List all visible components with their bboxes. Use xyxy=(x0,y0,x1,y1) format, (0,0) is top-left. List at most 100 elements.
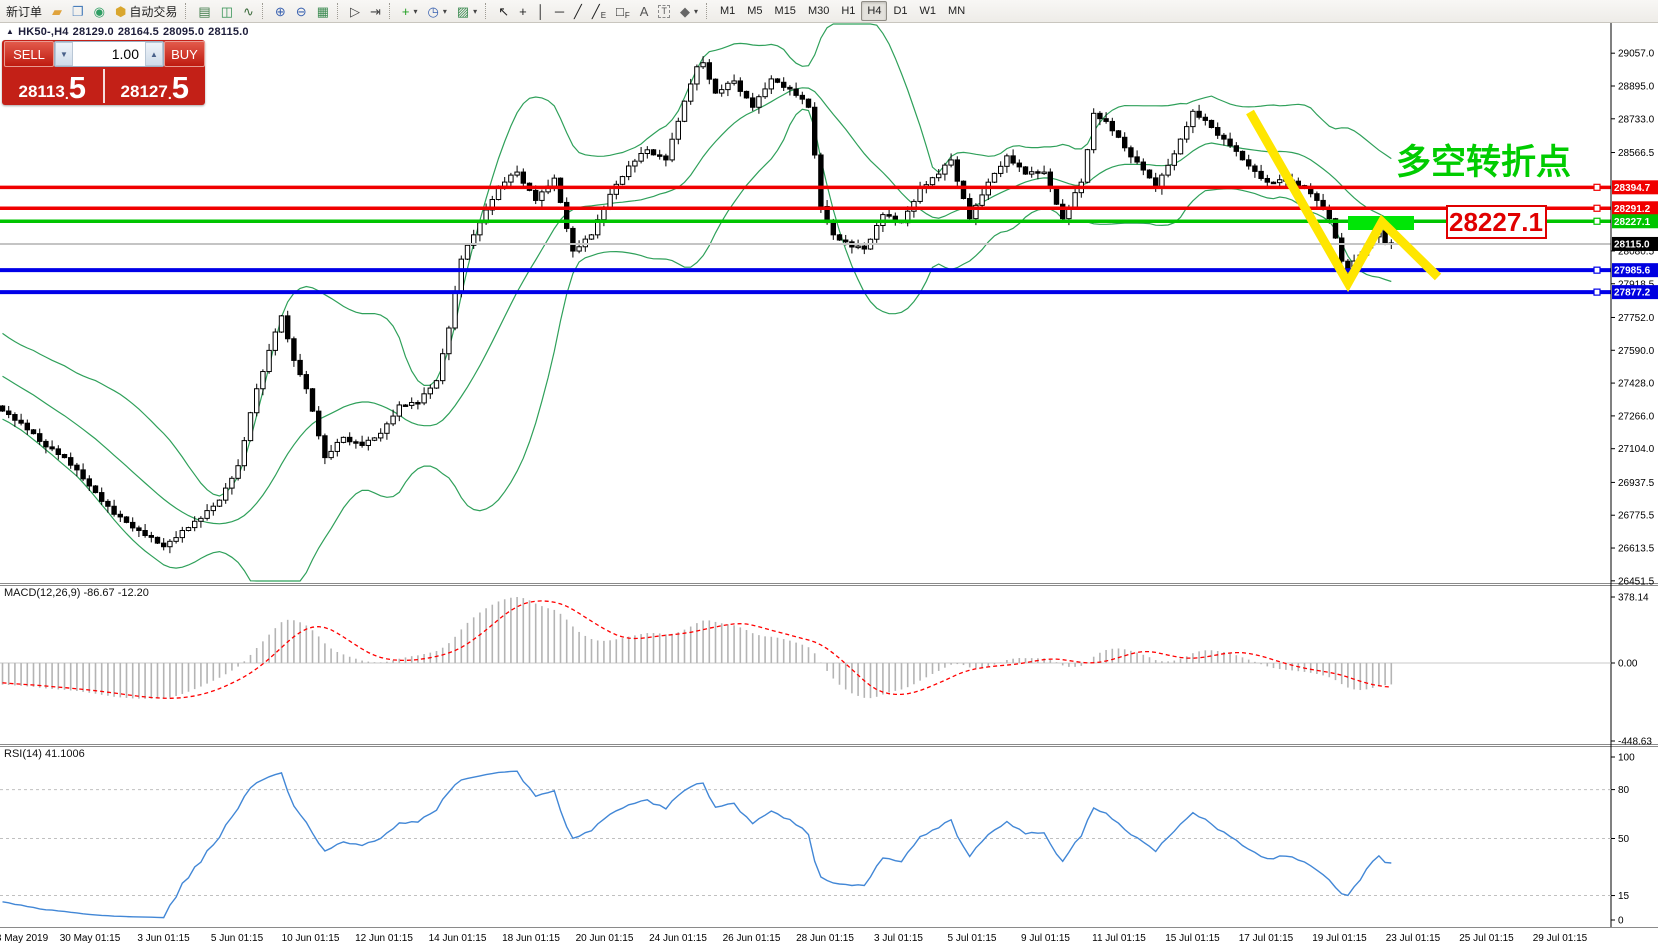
price-tag[interactable] xyxy=(1612,180,1658,195)
candle-body xyxy=(644,149,650,155)
dropdown-arrow-icon[interactable]: ▾ xyxy=(442,6,447,16)
new-chart-button[interactable]: ❐ xyxy=(67,1,89,21)
candle-body xyxy=(1022,166,1029,175)
price-tag[interactable] xyxy=(1612,236,1658,251)
candle-body xyxy=(303,374,310,390)
one-click-trading-panel: SELL ▼ 1.00 ▲ BUY 28113. 5 28127. 5 xyxy=(2,40,205,105)
fibo-fan-button[interactable]: □ F xyxy=(611,1,635,21)
line-handle[interactable] xyxy=(1593,217,1601,225)
fibo-retracement-icon: ╱ xyxy=(591,3,600,19)
line-handle[interactable] xyxy=(1593,288,1601,296)
line-chart-button[interactable]: ∿ xyxy=(238,1,259,21)
tile-windows-button[interactable]: ▦ xyxy=(312,1,334,21)
candle-body xyxy=(1177,138,1184,155)
candle-body xyxy=(247,412,254,442)
candlestick-chart-button[interactable]: ◫ xyxy=(216,1,238,21)
buy-button[interactable]: BUY xyxy=(164,41,205,67)
eraser-tool-button[interactable]: ▰ xyxy=(47,1,67,21)
price-tag[interactable] xyxy=(1612,214,1658,229)
candle-body xyxy=(570,227,576,252)
price-tag[interactable] xyxy=(1612,201,1658,216)
line-handle[interactable] xyxy=(1593,266,1601,274)
turning-point-text[interactable]: 多空转折点 xyxy=(1395,142,1571,182)
new-order-button[interactable]: 新订单 xyxy=(1,1,47,21)
timeframe-w1-button[interactable]: W1 xyxy=(914,1,943,21)
trend-arrow-annotation[interactable] xyxy=(1246,109,1442,293)
candle-body xyxy=(316,410,322,437)
candle-body xyxy=(663,155,669,161)
periods-button[interactable]: ◷ ▾ xyxy=(423,1,452,21)
trendline-button[interactable]: ╱ xyxy=(569,1,587,21)
candle-body xyxy=(1140,161,1146,171)
crosshair-button[interactable]: + xyxy=(514,1,532,21)
candle-body xyxy=(1084,149,1091,183)
timeframe-mn-button[interactable]: MN xyxy=(942,1,971,21)
bar-chart-button[interactable]: ▤ xyxy=(193,1,215,21)
autotrade-button[interactable]: ⬢ 自动交易 xyxy=(110,1,182,21)
candle-body xyxy=(1041,171,1047,175)
candle-body xyxy=(92,485,99,494)
cursor-button[interactable]: ↖ xyxy=(493,1,514,21)
label-tool-button[interactable]: T xyxy=(653,1,675,21)
timeframe-h4-button[interactable]: H4 xyxy=(861,1,888,21)
rsi-tick-label: 15 xyxy=(1618,891,1630,902)
timeframe-m30-button[interactable]: M30 xyxy=(802,1,835,21)
candle-body xyxy=(223,487,229,501)
candle-body xyxy=(241,440,248,467)
timeframe-m1-label: M1 xyxy=(719,5,736,17)
candle-body xyxy=(626,165,632,178)
text-tool-button[interactable]: A xyxy=(635,1,654,21)
sell-button[interactable]: SELL xyxy=(4,41,54,67)
timeframe-d1-button[interactable]: D1 xyxy=(887,1,913,21)
timeframe-h1-button[interactable]: H1 xyxy=(835,1,861,21)
time-axis-label: 12 Jun 01:15 xyxy=(355,933,413,944)
fibo-retracement-button[interactable]: ╱ E xyxy=(587,1,611,21)
alerts-button[interactable]: ◉ xyxy=(89,1,110,21)
candle-body xyxy=(353,441,359,444)
ohlc-low: 28095.0 xyxy=(162,26,205,38)
chart-shift-button[interactable]: ⇥ xyxy=(365,1,386,21)
sell-price[interactable]: 28113. 5 xyxy=(2,67,103,105)
indicators-button[interactable]: + ▾ xyxy=(397,1,423,21)
timeframe-m5-button[interactable]: M5 xyxy=(741,1,768,21)
price-tick-label: 28080.5 xyxy=(1618,246,1655,257)
candle-body xyxy=(619,176,626,185)
candle-body xyxy=(297,359,303,376)
candle-body xyxy=(768,78,774,90)
buy-price[interactable]: 28127. 5 xyxy=(105,67,206,105)
candle-body xyxy=(260,371,266,390)
macd-tick-label: 378.14 xyxy=(1618,593,1649,604)
volume-decrease-button[interactable]: ▼ xyxy=(55,42,73,66)
zoom-in-button[interactable]: ⊕ xyxy=(270,1,291,21)
candle-body xyxy=(378,432,384,439)
dropdown-arrow-icon[interactable]: ▾ xyxy=(473,6,478,16)
auto-scroll-button[interactable]: ▷ xyxy=(345,1,365,21)
dropdown-arrow-icon[interactable]: ▾ xyxy=(693,6,698,16)
candle-body xyxy=(24,422,31,431)
line-handle[interactable] xyxy=(1593,183,1601,191)
vertical-line-button[interactable]: │ xyxy=(532,1,550,21)
candle-body xyxy=(1047,171,1053,188)
dropdown-arrow-icon[interactable]: ▾ xyxy=(413,6,418,16)
templates-button[interactable]: ▨ ▾ xyxy=(452,1,482,21)
candle-body xyxy=(272,331,279,351)
shapes-button[interactable]: ◆ ▾ xyxy=(675,1,703,21)
price-callout-box[interactable] xyxy=(1446,205,1547,239)
timeframe-m15-button[interactable]: M15 xyxy=(769,1,802,21)
time-axis-label: 17 Jul 01:15 xyxy=(1239,933,1294,944)
volume-input[interactable]: 1.00 xyxy=(111,46,139,62)
candle-body xyxy=(1339,237,1345,262)
candle-body xyxy=(607,193,613,209)
price-tag[interactable] xyxy=(1612,263,1658,278)
price-tag[interactable] xyxy=(1612,285,1658,300)
timeframe-m1-button[interactable]: M1 xyxy=(714,1,741,21)
price-chart[interactable]: 多空转折点 28227.1 29057.0 28895.0 28733.0 28566.5… xyxy=(0,22,1658,947)
macd-tick-label: 0.00 xyxy=(1618,659,1638,670)
volume-increase-button[interactable]: ▲ xyxy=(145,42,163,66)
symbol-arrow-icon[interactable]: ▲ xyxy=(6,27,15,36)
horizontal-line-button[interactable]: ─ xyxy=(550,1,569,21)
zoom-out-button[interactable]: ⊖ xyxy=(291,1,312,21)
candle-body xyxy=(1196,110,1202,118)
line-handle[interactable] xyxy=(1593,204,1601,212)
buy-price-frac: 5 xyxy=(171,70,189,105)
